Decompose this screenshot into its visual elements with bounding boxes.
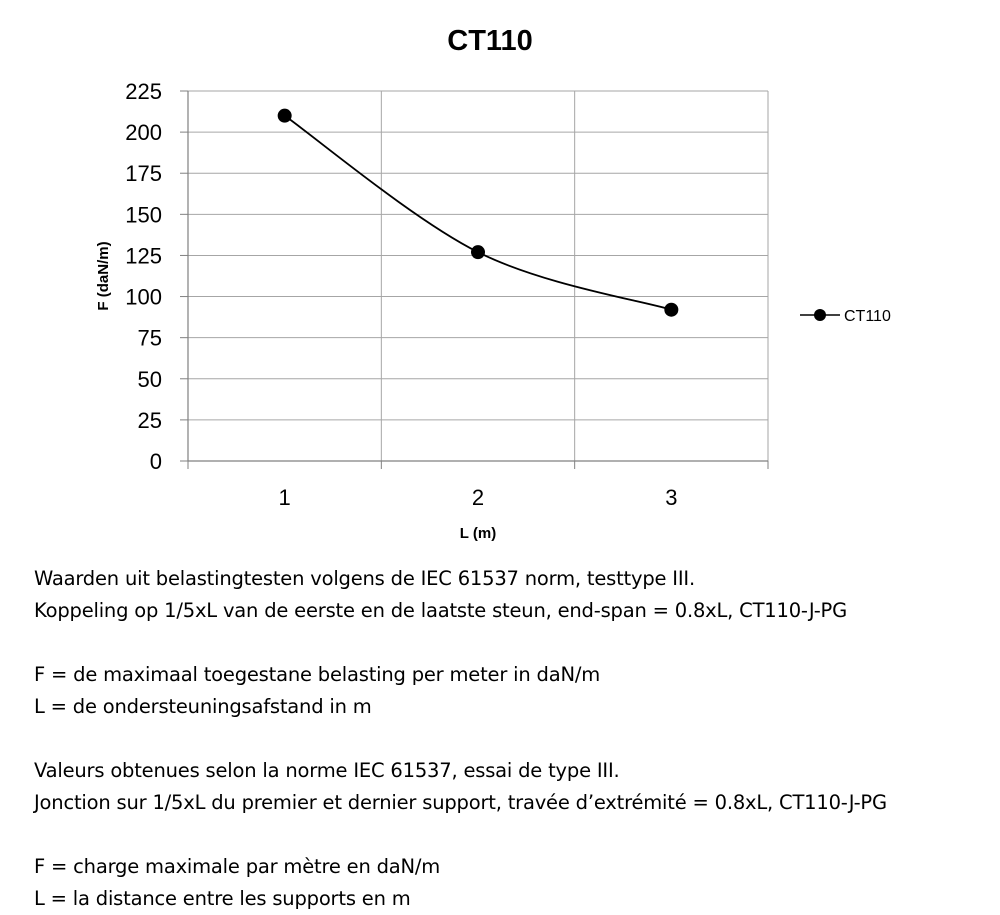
note-nl-def-f: F = de maximaal toegestane belasting per… — [34, 663, 600, 686]
axes — [180, 90, 769, 469]
y-tick-label: 225 — [125, 79, 162, 104]
y-tick-label: 75 — [138, 326, 162, 351]
legend-marker — [814, 309, 826, 321]
y-tick-label: 125 — [125, 243, 162, 268]
note-nl-2: Koppeling op 1/5xL van de eerste en de l… — [34, 599, 847, 622]
series-line — [284, 114, 672, 311]
note-nl-def-l: L = de ondersteuningsafstand in m — [34, 695, 372, 718]
note-fr-1: Valeurs obtenues selon la norme IEC 6153… — [34, 759, 620, 782]
note-fr-def-f: F = charge maximale par mètre en daN/m — [34, 855, 441, 878]
x-tick-label: 1 — [279, 485, 291, 510]
notes: Waarden uit belastingtesten volgens de I… — [34, 563, 984, 915]
gridlines — [187, 90, 769, 461]
x-tick-labels: 1 2 3 — [279, 485, 678, 510]
data-point — [471, 245, 485, 260]
data-point — [664, 302, 679, 317]
legend: CT110 — [800, 308, 891, 325]
legend-label: CT110 — [844, 308, 891, 325]
y-tick-label: 200 — [125, 120, 162, 145]
chart-title: CT110 — [447, 25, 532, 57]
y-tick-label: 150 — [125, 202, 162, 227]
line-chart: CT110 0 25 50 75 100 125 150 175 200 225 1 2 3 F (d… — [95, 25, 891, 542]
y-tick-label: 0 — [150, 449, 162, 474]
y-tick-labels: 0 25 50 75 100 125 150 175 200 225 — [125, 79, 162, 474]
note-fr-2: Jonction sur 1/5xL du premier et dernier… — [34, 791, 887, 814]
note-fr-def-l: L = la distance entre les supports en m — [34, 887, 411, 910]
data-point — [277, 108, 292, 123]
y-tick-label: 100 — [125, 285, 162, 310]
y-tick-label: 175 — [125, 161, 162, 186]
x-tick-label: 2 — [472, 485, 484, 510]
y-tick-label: 50 — [138, 367, 162, 392]
x-axis-label: L (m) — [460, 525, 496, 542]
y-axis-label: F (daN/m) — [95, 241, 112, 310]
y-tick-label: 25 — [138, 408, 162, 433]
x-tick-label: 3 — [665, 485, 677, 510]
note-nl-1: Waarden uit belastingtesten volgens de I… — [34, 567, 695, 590]
series-layer — [277, 108, 679, 317]
